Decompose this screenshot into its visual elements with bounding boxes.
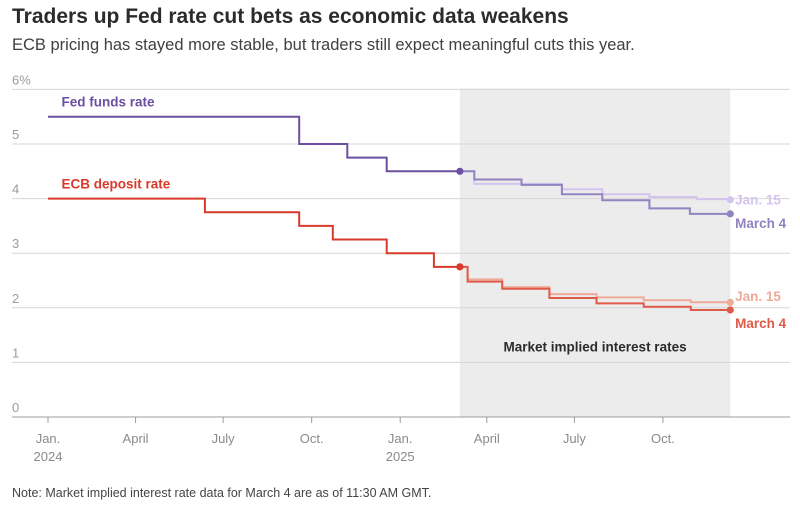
x-tick-label: 2025 xyxy=(386,449,415,464)
series-end-marker xyxy=(726,210,734,218)
y-tick-label: 5 xyxy=(12,127,19,142)
series-line-jan-15 xyxy=(459,265,731,304)
x-tick-label: July xyxy=(212,431,236,446)
series-line-march-4 xyxy=(459,265,731,311)
chart-subtitle: ECB pricing has stayed more stable, but … xyxy=(12,36,635,54)
shaded-region-label: Market implied interest rates xyxy=(504,339,687,354)
chart-title: Traders up Fed rate cut bets as economic… xyxy=(12,5,569,28)
y-tick-label: 6% xyxy=(12,72,31,87)
series-label: Fed funds rate xyxy=(61,94,155,109)
series-label: March 4 xyxy=(735,216,787,231)
y-tick-label: 0 xyxy=(12,400,19,415)
x-tick-label: Oct. xyxy=(300,431,324,446)
series-end-marker xyxy=(726,298,734,306)
x-tick-label: April xyxy=(123,431,149,446)
y-tick-label: 2 xyxy=(12,291,19,306)
y-tick-label: 1 xyxy=(12,345,19,360)
series-label: ECB deposit rate xyxy=(61,176,170,191)
series-end-marker xyxy=(456,263,464,271)
x-tick-label: April xyxy=(474,431,500,446)
series-end-marker xyxy=(726,196,734,204)
series-end-marker xyxy=(726,306,734,314)
y-tick-label: 3 xyxy=(12,236,19,251)
x-tick-label: 2024 xyxy=(34,449,63,464)
series-label: Jan. 15 xyxy=(735,193,781,208)
series-line-march-4 xyxy=(459,170,731,215)
x-tick-label: Jan. xyxy=(388,431,413,446)
chart-note: Note: Market implied interest rate data … xyxy=(12,486,432,500)
x-tick-label: July xyxy=(563,431,587,446)
series-label: March 4 xyxy=(735,316,787,331)
series-label: Jan. 15 xyxy=(735,289,781,304)
series-line-fed-funds-rate xyxy=(48,115,460,173)
series-line-ecb-deposit-rate xyxy=(48,197,460,268)
x-tick-label: Jan. xyxy=(36,431,61,446)
y-tick-label: 4 xyxy=(12,182,19,197)
x-tick-label: Oct. xyxy=(651,431,675,446)
series-end-marker xyxy=(456,167,464,175)
